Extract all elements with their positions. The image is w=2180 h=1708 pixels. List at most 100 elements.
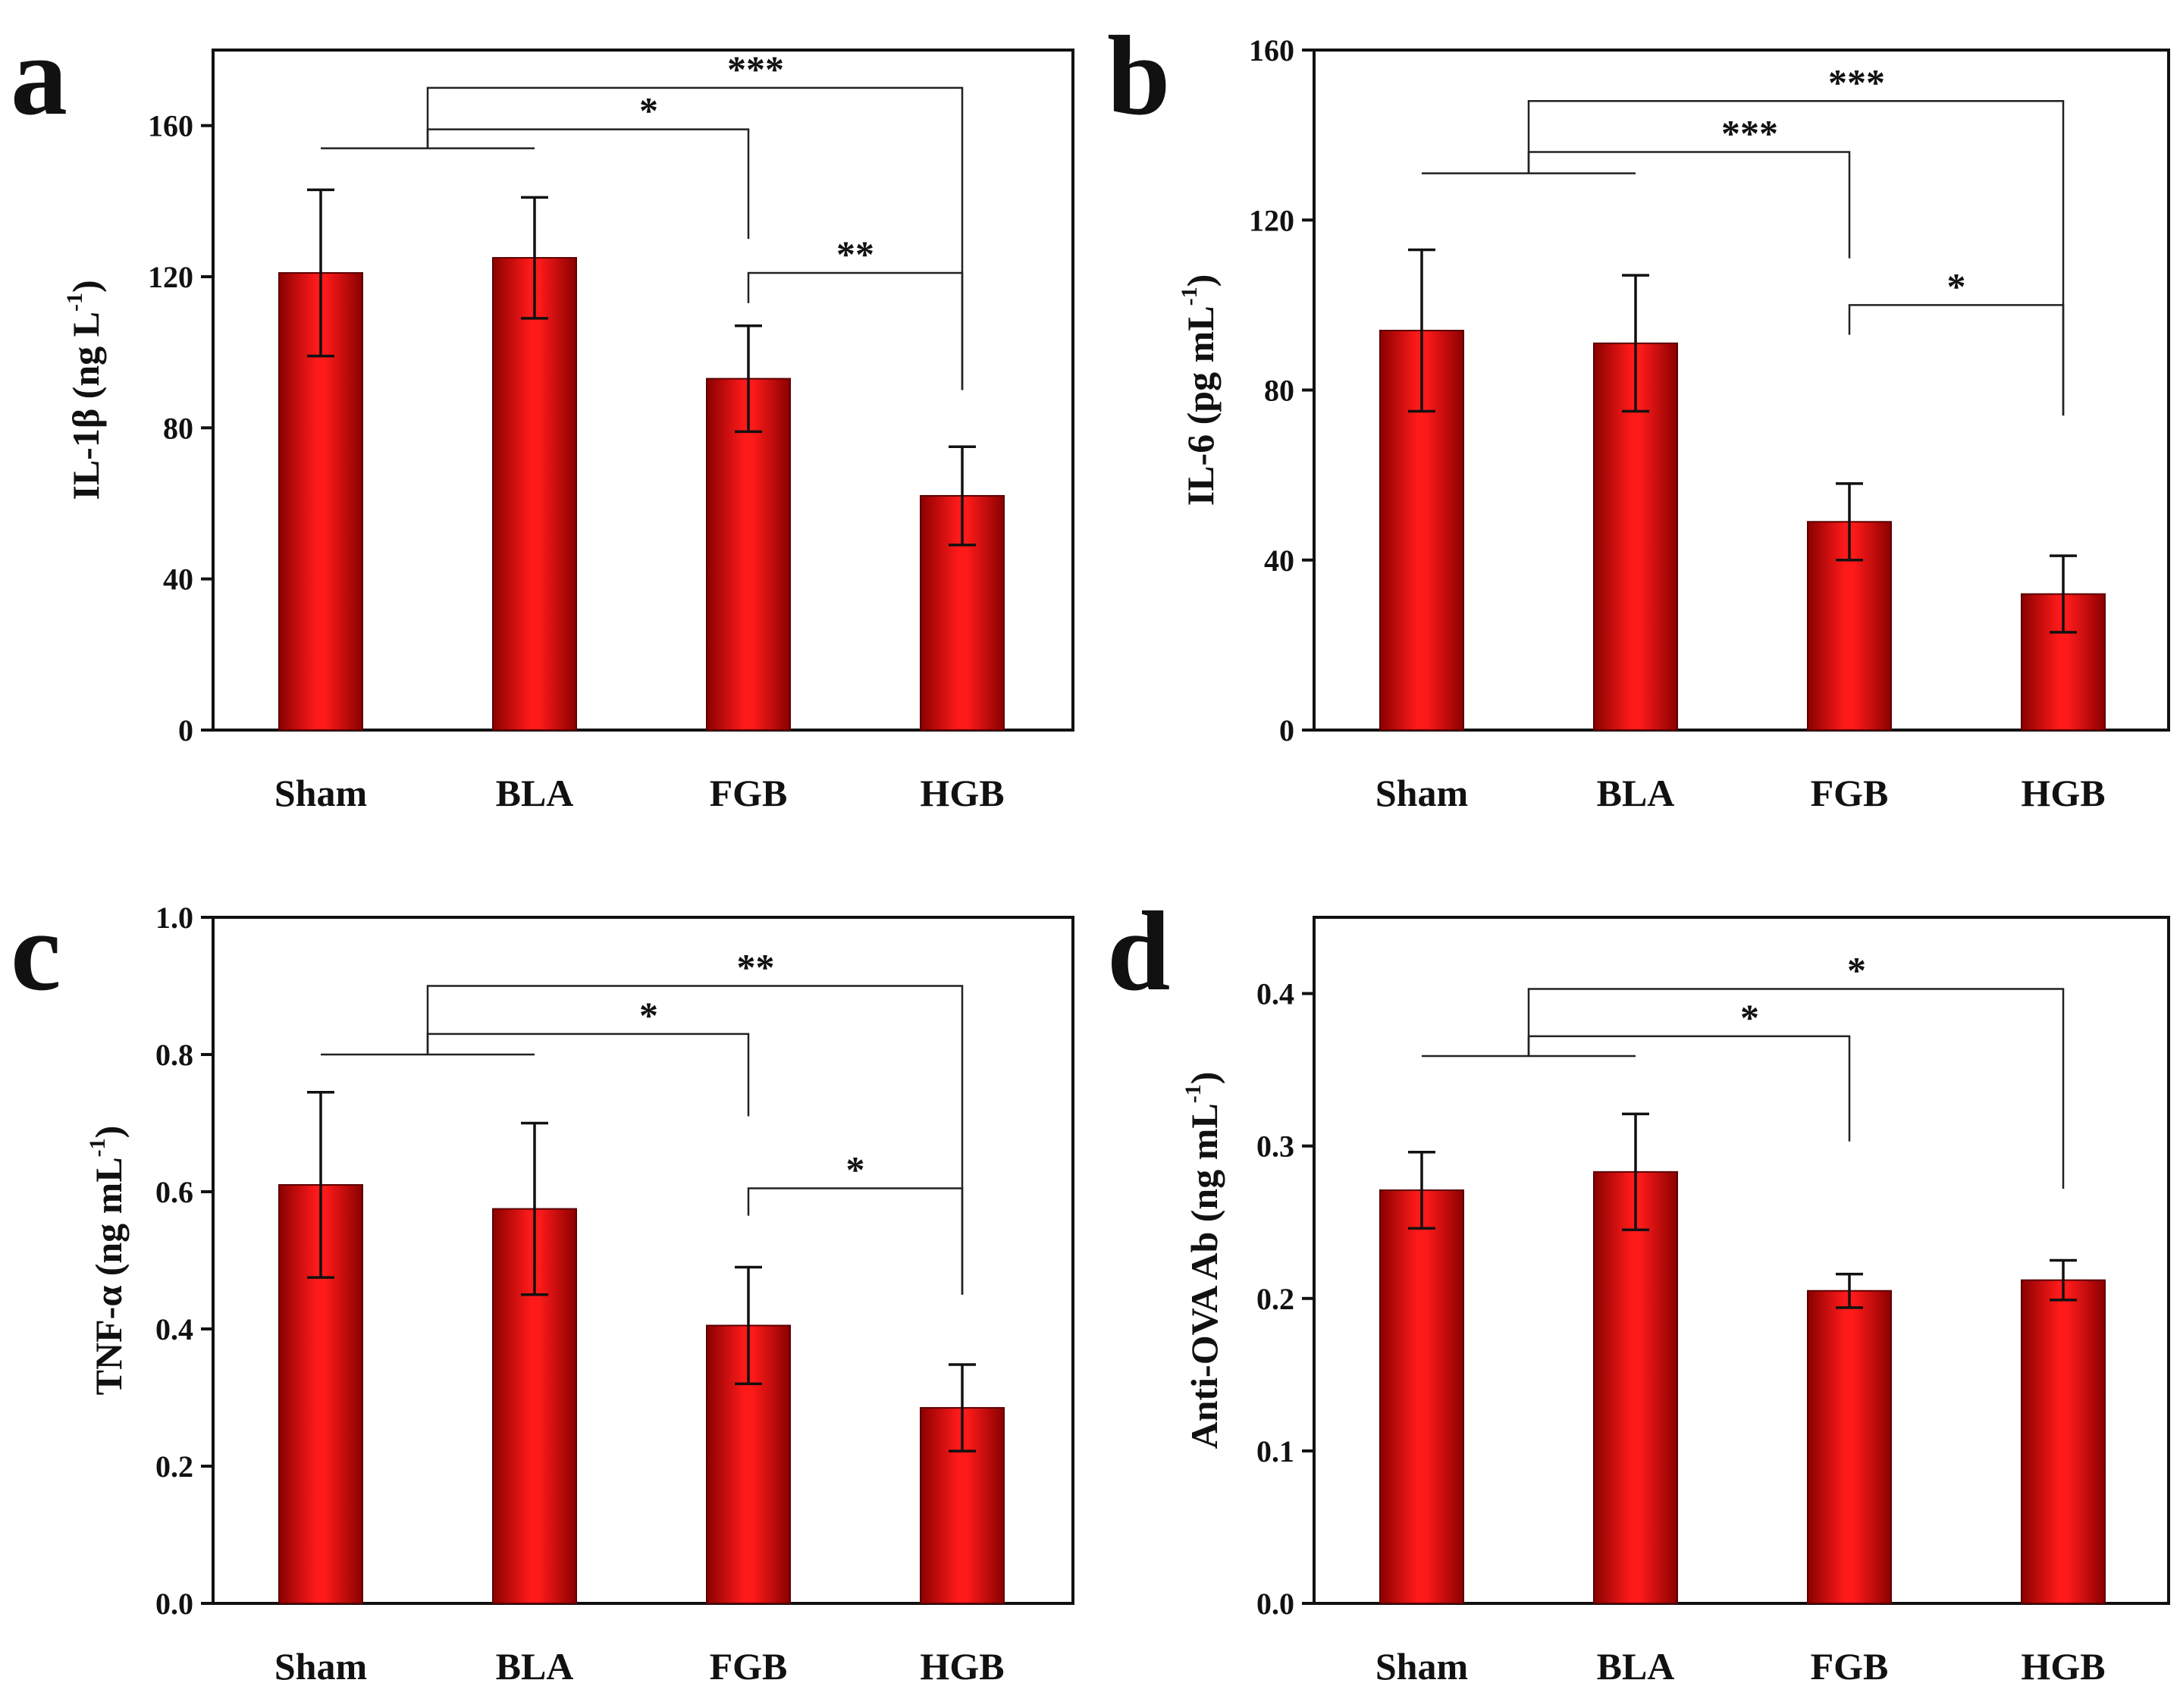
y-tick-label: 160 bbox=[148, 109, 193, 143]
y-tick-label: 0.4 bbox=[1256, 977, 1294, 1011]
y-axis-title: IL-1β (ng L-1) bbox=[62, 280, 107, 500]
y-tick-label: 80 bbox=[1264, 374, 1294, 408]
y-tick-label: 120 bbox=[1249, 203, 1294, 237]
y-axis-title-main: IL-6 (pg mL bbox=[1179, 306, 1222, 506]
panel-c: c 0.0 0.2 0.4 0.6 0.8 1.0 Sham BLA FGB HGB TNF-α (n… bbox=[11, 888, 1074, 1688]
error-bar-hgb bbox=[2050, 554, 2077, 634]
x-tick-label: Sham bbox=[1375, 1645, 1468, 1688]
panel-letter: b bbox=[1107, 13, 1170, 139]
x-tick-label: Sham bbox=[1375, 772, 1468, 814]
panel-a: a 0 40 80 120 160 Sham BLA FGB HGB IL-1β (ng L-1) *… bbox=[11, 13, 1074, 814]
bar-bla bbox=[1593, 1171, 1678, 1605]
y-axis-title: IL-6 (pg mL-1) bbox=[1177, 274, 1222, 506]
error-bar-fgb bbox=[735, 1265, 762, 1386]
y-axis-title-main: IL-1β (ng L bbox=[64, 312, 107, 500]
plot-frame bbox=[212, 916, 1074, 1605]
y-tick-label: 0.0 bbox=[155, 1587, 193, 1621]
y-tick-label: 0.4 bbox=[155, 1312, 193, 1346]
x-tick-label: Sham bbox=[274, 1645, 367, 1688]
y-tick-label: 0.0 bbox=[1256, 1587, 1294, 1621]
significance-label: * bbox=[1947, 265, 1966, 307]
bar-fgb bbox=[1807, 1290, 1892, 1604]
y-tick-label: 120 bbox=[148, 260, 193, 294]
significance-bracket bbox=[1848, 304, 2065, 416]
x-tick-label: Sham bbox=[274, 772, 367, 814]
significance-bracket bbox=[426, 985, 964, 1295]
panel-letter: c bbox=[11, 888, 61, 1014]
significance-bracket bbox=[426, 128, 750, 240]
error-bar-bla bbox=[521, 1121, 548, 1296]
y-tick-label: 0.3 bbox=[1256, 1130, 1294, 1164]
y-tick-label: 0.1 bbox=[1256, 1434, 1294, 1468]
y-axis-title-sup: -1 bbox=[62, 293, 87, 312]
y-axis-title-sup: -1 bbox=[85, 1138, 110, 1157]
x-tick-label: HGB bbox=[920, 1645, 1004, 1688]
significance-bracket bbox=[426, 1033, 750, 1117]
error-bar-bla bbox=[521, 196, 548, 320]
y-tick-label: 0 bbox=[178, 713, 193, 747]
y-axis-title-close: ) bbox=[64, 280, 107, 293]
error-bar-hgb bbox=[2050, 1258, 2077, 1302]
bar-bla bbox=[492, 257, 577, 732]
significance-label: * bbox=[639, 89, 658, 132]
y-axis-title-main: TNF-α (ng mL bbox=[87, 1157, 130, 1395]
y-tick-label: 0.2 bbox=[155, 1449, 193, 1484]
x-tick-label: HGB bbox=[920, 772, 1004, 814]
significance-label: ** bbox=[836, 233, 874, 275]
significance-label: * bbox=[846, 1148, 865, 1190]
significance-bracket bbox=[1527, 988, 2065, 1189]
significance-bracket bbox=[1527, 151, 1851, 259]
significance-bracket bbox=[1527, 1035, 1851, 1142]
y-tick-label: 80 bbox=[163, 411, 193, 445]
y-axis-title-close: ) bbox=[1183, 1072, 1225, 1085]
error-bar-sham bbox=[1408, 1150, 1435, 1230]
y-axis-title-close: ) bbox=[1179, 274, 1222, 287]
error-bar-fgb bbox=[1836, 1272, 1863, 1309]
y-tick-label: 0.8 bbox=[155, 1038, 193, 1072]
significance-label: * bbox=[639, 994, 658, 1036]
significance-label: *** bbox=[1828, 61, 1885, 103]
y-axis-title-main: Anti-OVA Ab (ng mL bbox=[1183, 1103, 1225, 1449]
panel-b: b 0 40 80 120 160 Sham BLA FGB HGB IL-6 (pg mL-1) *… bbox=[1107, 13, 2170, 814]
y-tick-label: 40 bbox=[1264, 544, 1294, 578]
y-axis-title-close: ) bbox=[87, 1126, 130, 1139]
x-tick-label: HGB bbox=[2021, 1645, 2105, 1688]
significance-label: * bbox=[1740, 996, 1759, 1039]
bar-hgb bbox=[2021, 1279, 2106, 1604]
y-axis-title: Anti-OVA Ab (ng mL-1) bbox=[1181, 1072, 1225, 1449]
significance-bracket bbox=[747, 1187, 964, 1295]
x-tick-label: FGB bbox=[710, 1645, 788, 1688]
error-bar-hgb bbox=[949, 1363, 976, 1453]
error-bar-fgb bbox=[1836, 482, 1863, 562]
error-bar-sham bbox=[307, 188, 334, 358]
panel-letter: d bbox=[1107, 888, 1170, 1014]
error-bar-sham bbox=[1408, 248, 1435, 413]
bar-sham bbox=[1379, 1189, 1464, 1604]
error-bar-sham bbox=[307, 1091, 334, 1279]
bar-fgb bbox=[706, 378, 791, 731]
y-axis-title: TNF-α (ng mL-1) bbox=[85, 1126, 130, 1396]
significance-label: *** bbox=[727, 48, 784, 90]
y-tick-label: 0 bbox=[1279, 713, 1294, 747]
significance-label: ** bbox=[737, 946, 775, 989]
significance-bracket bbox=[1527, 100, 2065, 416]
y-tick-label: 160 bbox=[1249, 33, 1294, 67]
x-tick-label: FGB bbox=[1811, 1645, 1889, 1688]
x-tick-label: BLA bbox=[496, 1645, 574, 1688]
x-tick-label: HGB bbox=[2021, 772, 2105, 814]
error-bar-fgb bbox=[735, 324, 762, 434]
y-axis-title-sup: -1 bbox=[1177, 287, 1202, 306]
error-bar-bla bbox=[1622, 274, 1649, 413]
significance-label: * bbox=[1847, 949, 1866, 992]
y-axis-title-sup: -1 bbox=[1181, 1084, 1206, 1103]
error-bar-hgb bbox=[949, 445, 976, 547]
error-bar-bla bbox=[1622, 1112, 1649, 1232]
significance-label: *** bbox=[1721, 112, 1778, 155]
y-tick-label: 1.0 bbox=[155, 901, 193, 935]
plot-frame bbox=[1313, 916, 2170, 1605]
significance-bracket bbox=[747, 271, 964, 390]
panel-letter: a bbox=[11, 13, 67, 139]
plot-frame bbox=[212, 49, 1074, 732]
x-tick-label: FGB bbox=[710, 772, 788, 814]
